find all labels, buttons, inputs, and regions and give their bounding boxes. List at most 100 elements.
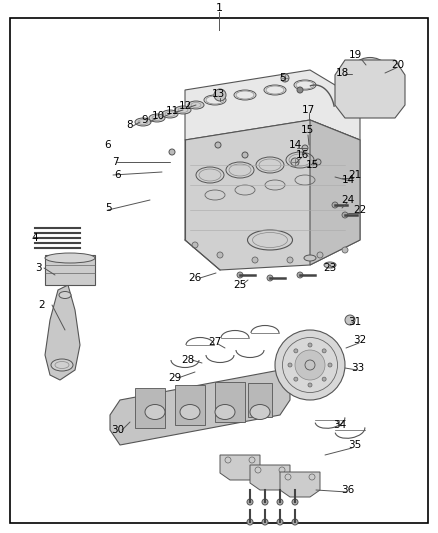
Text: 32: 32	[353, 335, 367, 345]
Polygon shape	[175, 385, 205, 425]
Text: 35: 35	[348, 440, 362, 450]
Text: 9: 9	[141, 115, 148, 125]
Ellipse shape	[135, 118, 151, 126]
Text: 20: 20	[392, 60, 405, 70]
Text: 15: 15	[300, 125, 314, 135]
Circle shape	[342, 247, 348, 253]
Text: 14: 14	[288, 140, 302, 150]
Text: 21: 21	[348, 170, 362, 180]
Text: 17: 17	[301, 105, 314, 115]
Circle shape	[252, 257, 258, 263]
Ellipse shape	[275, 330, 345, 400]
Text: 11: 11	[166, 106, 179, 116]
Text: 5: 5	[280, 73, 286, 83]
Circle shape	[291, 158, 299, 166]
Circle shape	[342, 212, 348, 218]
Text: 8: 8	[127, 120, 133, 130]
Text: 14: 14	[341, 175, 355, 185]
Circle shape	[237, 272, 243, 278]
Circle shape	[328, 363, 332, 367]
Text: 16: 16	[295, 150, 309, 160]
Text: 23: 23	[323, 263, 337, 273]
Circle shape	[297, 272, 303, 278]
Text: 24: 24	[341, 195, 355, 205]
Ellipse shape	[175, 106, 191, 114]
Circle shape	[292, 499, 298, 505]
Text: 15: 15	[305, 160, 318, 170]
Ellipse shape	[295, 350, 325, 380]
Text: 22: 22	[353, 205, 367, 215]
Text: 31: 31	[348, 317, 362, 327]
Polygon shape	[185, 70, 360, 140]
Ellipse shape	[162, 110, 178, 118]
Polygon shape	[185, 120, 360, 270]
Circle shape	[302, 145, 308, 151]
Text: 33: 33	[351, 363, 364, 373]
Circle shape	[247, 499, 253, 505]
Circle shape	[288, 363, 292, 367]
Ellipse shape	[188, 101, 204, 109]
Text: 1: 1	[215, 3, 223, 13]
Ellipse shape	[51, 359, 73, 371]
Text: 25: 25	[233, 280, 247, 290]
Text: 12: 12	[178, 101, 192, 111]
Circle shape	[322, 377, 326, 381]
Circle shape	[242, 152, 248, 158]
Text: 7: 7	[112, 157, 118, 167]
Circle shape	[267, 275, 273, 281]
Circle shape	[308, 343, 312, 347]
Circle shape	[214, 89, 226, 101]
Text: 29: 29	[168, 373, 182, 383]
Ellipse shape	[149, 114, 165, 122]
Ellipse shape	[59, 292, 71, 298]
Text: 28: 28	[181, 355, 194, 365]
Ellipse shape	[145, 405, 165, 419]
Polygon shape	[135, 388, 165, 428]
Polygon shape	[220, 455, 260, 480]
Circle shape	[322, 349, 326, 353]
Text: 34: 34	[333, 420, 346, 430]
Text: 27: 27	[208, 337, 222, 347]
Circle shape	[287, 257, 293, 263]
Circle shape	[217, 252, 223, 258]
Circle shape	[247, 519, 253, 525]
Polygon shape	[250, 465, 290, 490]
Polygon shape	[280, 472, 320, 497]
Circle shape	[277, 499, 283, 505]
Polygon shape	[45, 255, 95, 285]
Text: 6: 6	[115, 170, 121, 180]
Circle shape	[294, 377, 298, 381]
Circle shape	[277, 519, 283, 525]
Ellipse shape	[45, 253, 95, 263]
Circle shape	[308, 383, 312, 387]
Circle shape	[294, 349, 298, 353]
Circle shape	[332, 202, 338, 208]
Circle shape	[345, 315, 355, 325]
Text: 18: 18	[336, 68, 349, 78]
Circle shape	[292, 519, 298, 525]
Ellipse shape	[347, 58, 392, 102]
Ellipse shape	[304, 255, 316, 261]
Polygon shape	[335, 60, 405, 118]
Text: 3: 3	[35, 263, 41, 273]
Polygon shape	[45, 285, 80, 380]
Polygon shape	[110, 370, 290, 445]
Text: 26: 26	[188, 273, 201, 283]
Ellipse shape	[324, 262, 336, 268]
Circle shape	[315, 159, 321, 165]
Text: 19: 19	[348, 50, 362, 60]
Circle shape	[262, 499, 268, 505]
Circle shape	[281, 74, 289, 82]
Ellipse shape	[180, 405, 200, 419]
Polygon shape	[310, 120, 360, 265]
Text: 36: 36	[341, 485, 355, 495]
Text: 2: 2	[39, 300, 45, 310]
Text: 10: 10	[152, 111, 165, 121]
Circle shape	[262, 519, 268, 525]
Ellipse shape	[215, 405, 235, 419]
Polygon shape	[248, 383, 272, 417]
Circle shape	[192, 242, 198, 248]
Text: 6: 6	[105, 140, 111, 150]
Text: 30: 30	[111, 425, 124, 435]
Ellipse shape	[250, 405, 270, 419]
